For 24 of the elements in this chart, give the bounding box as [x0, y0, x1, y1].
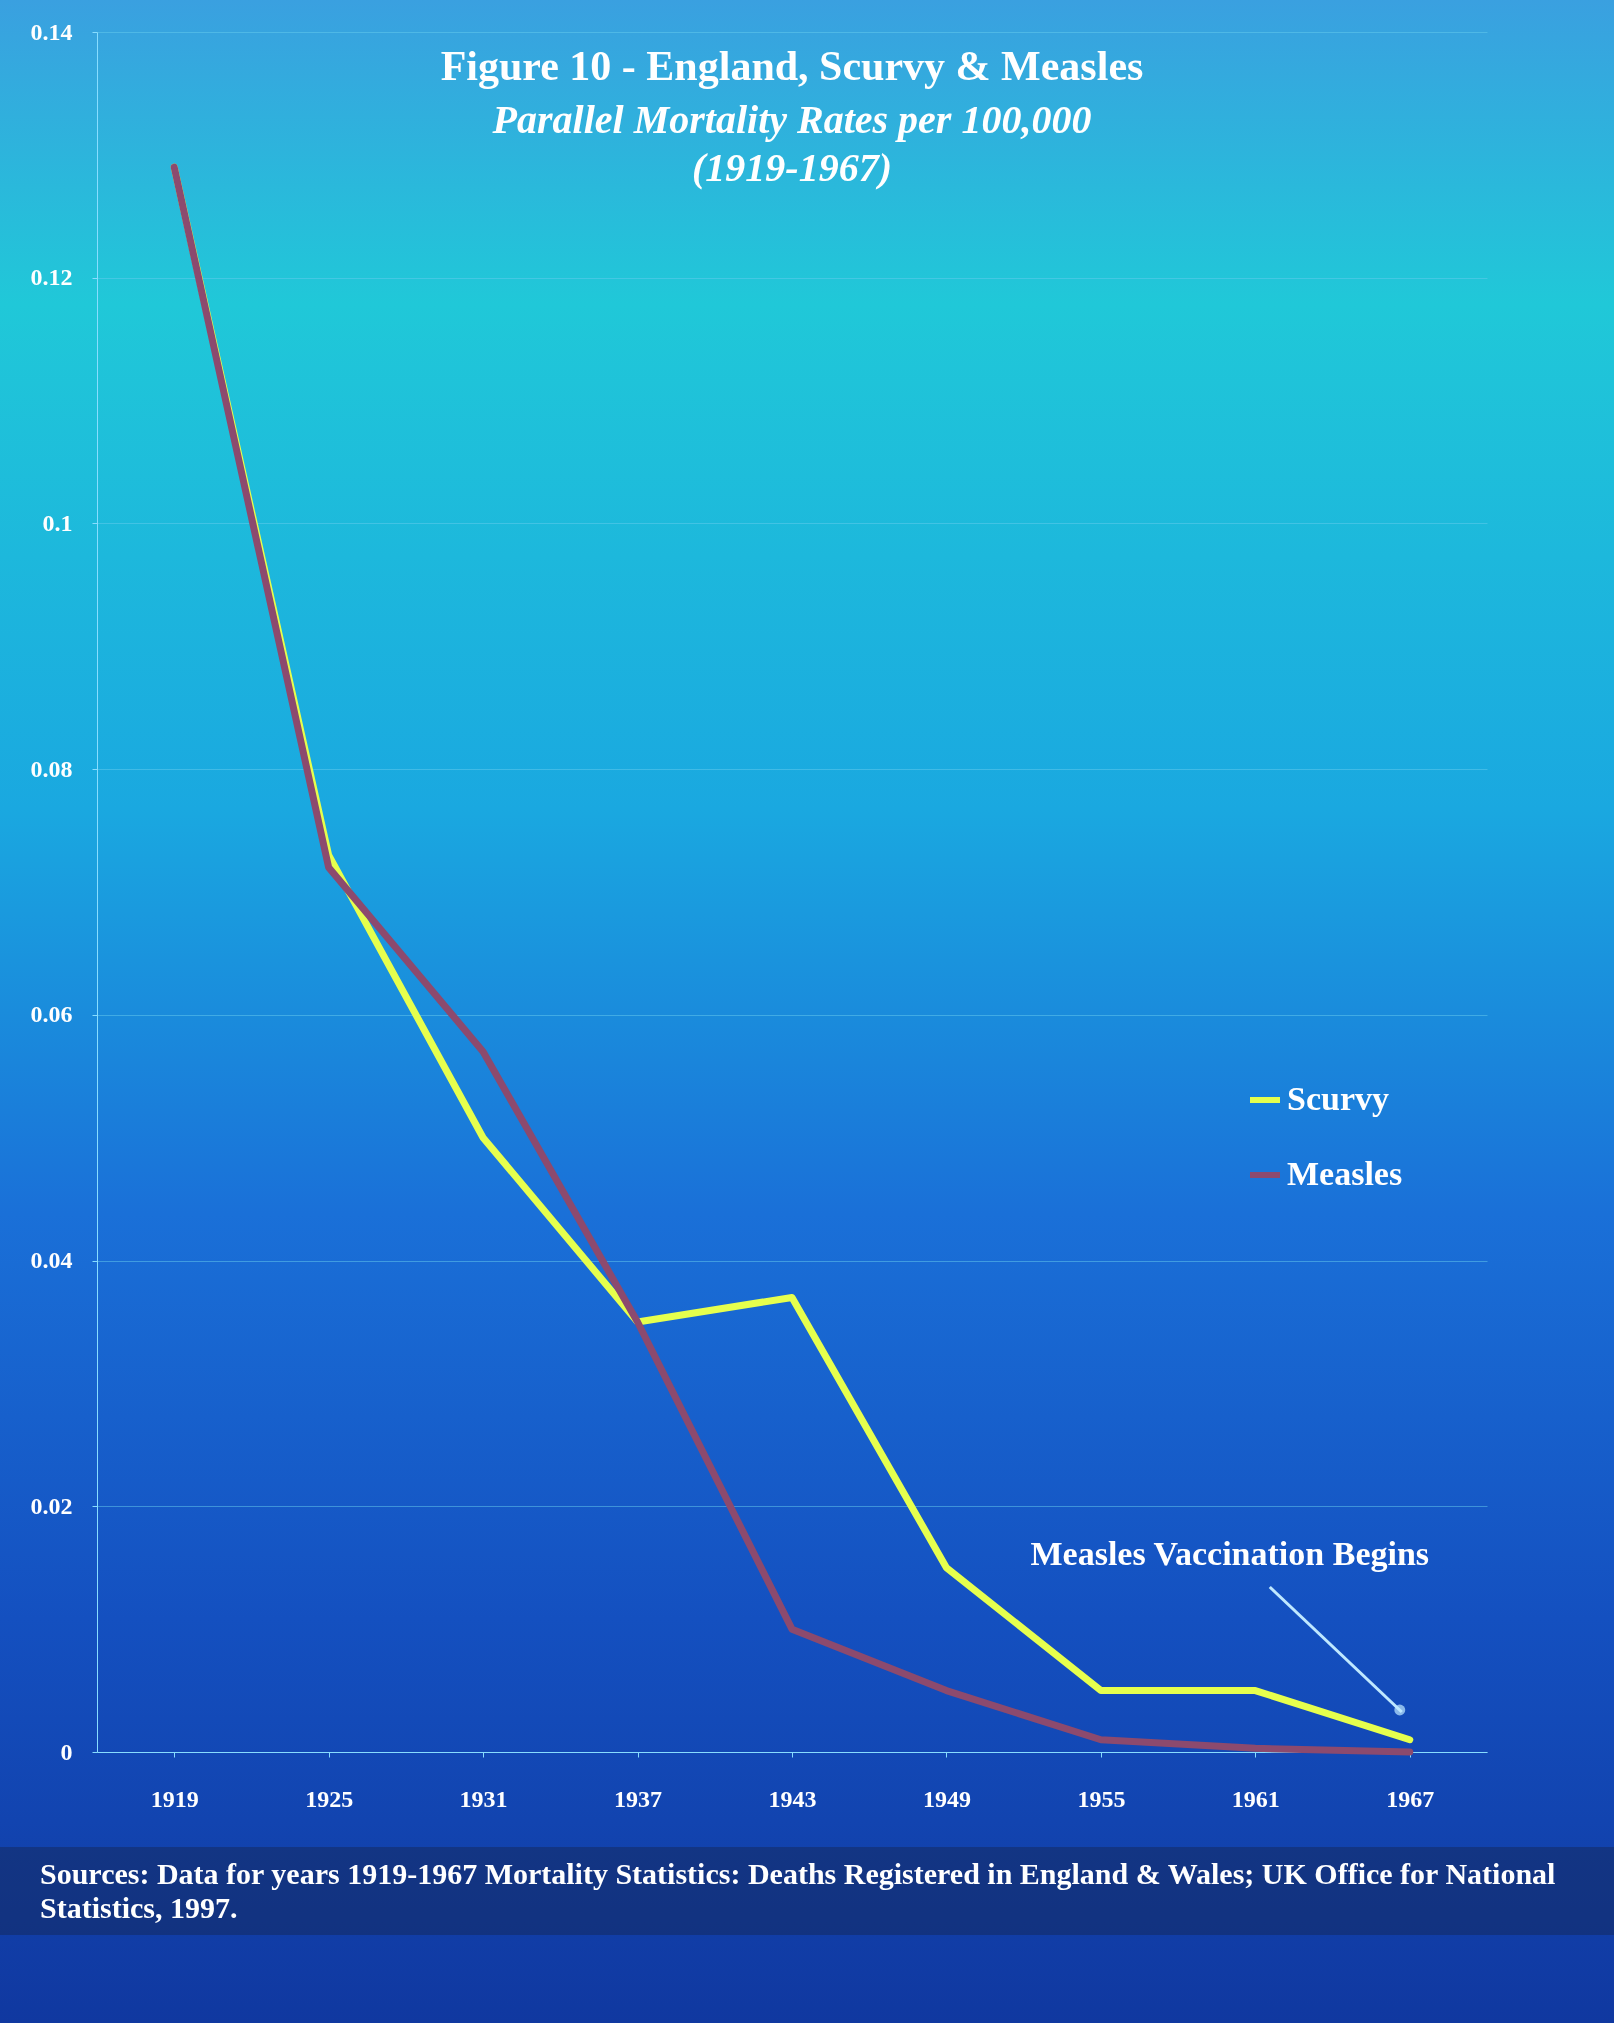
- chart-title: Figure 10 - England, Scurvy & Measles: [440, 43, 1144, 89]
- annotation: Measles Vaccination Begins: [1030, 1535, 1430, 1572]
- text: (1919-1967): [692, 145, 892, 190]
- source-note: Sources: Data for years 1919-1967 Mortality Statistics: Deaths Registered in England & Wales; UK Office for National Statistics, 1997.: [0, 1847, 1614, 1935]
- y-tick-label: 0.12: [30, 264, 73, 291]
- y-tick-label: 0.14: [30, 18, 73, 45]
- y-tick-label: 0.06: [30, 1001, 73, 1028]
- y-tick-label: 0: [60, 1738, 73, 1765]
- x-tick-label: 1949: [922, 1785, 971, 1812]
- x-tick-label: 1943: [768, 1785, 817, 1812]
- legend-label: Measles: [1287, 1155, 1403, 1192]
- x-tick-label: 1955: [1077, 1785, 1126, 1812]
- text: Parallel Mortality Rates per 100,000: [492, 97, 1092, 142]
- y-tick-label: 0.1: [42, 509, 73, 536]
- y-tick-label: 0.08: [30, 755, 73, 782]
- x-tick-label: 1931: [459, 1785, 508, 1812]
- legend-label: Scurvy: [1287, 1080, 1389, 1117]
- x-tick-label: 1967: [1386, 1785, 1435, 1812]
- x-tick-label: 1925: [305, 1785, 354, 1812]
- x-tick-label: 1961: [1231, 1785, 1280, 1812]
- x-tick-label: 1919: [150, 1785, 199, 1812]
- x-tick-label: 1937: [614, 1785, 663, 1812]
- y-tick-label: 0.02: [30, 1492, 73, 1519]
- y-tick-label: 0.04: [30, 1247, 73, 1274]
